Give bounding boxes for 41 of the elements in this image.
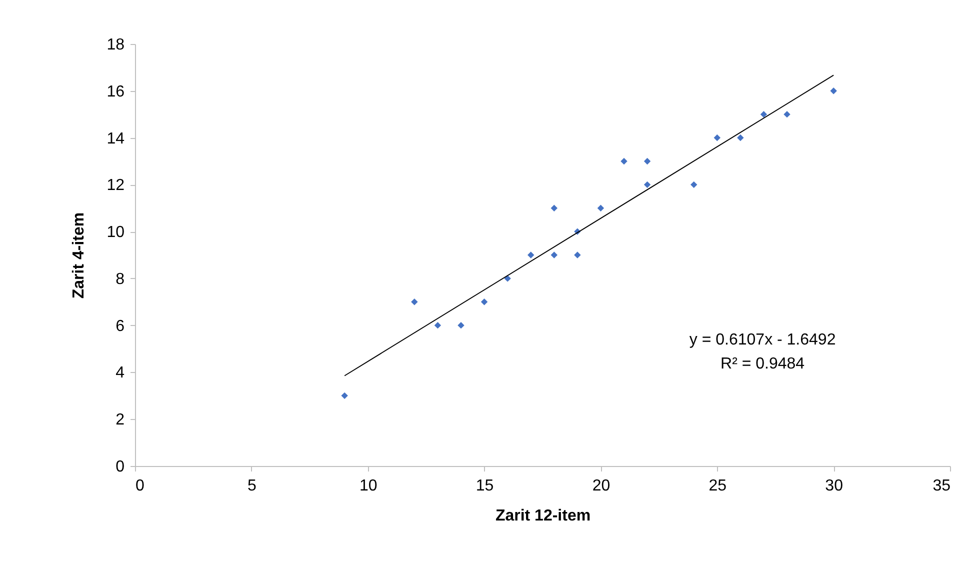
annotation: R² = 0.9484	[720, 355, 805, 372]
y-tick-label: 14	[106, 130, 125, 148]
y-axis-title: Zarit 4-item	[70, 212, 88, 299]
point	[550, 252, 558, 258]
y-tick-label: 18	[106, 36, 125, 54]
y-tick-label: 6	[116, 318, 125, 335]
point	[550, 204, 558, 212]
y-tick-label: 12	[106, 177, 125, 194]
point	[737, 134, 744, 142]
point	[411, 298, 418, 306]
y-tick-label: 16	[106, 83, 125, 100]
point	[480, 298, 488, 306]
y-tick-label: 8	[116, 270, 125, 288]
point	[341, 392, 348, 400]
y-tick-label: 0	[116, 458, 125, 476]
x-tick-label: 0	[136, 478, 144, 494]
point	[644, 181, 651, 188]
point	[830, 88, 837, 94]
point	[620, 158, 628, 165]
x-tick-label: 10	[359, 478, 378, 494]
y-tick-label: 10	[106, 224, 125, 242]
point	[714, 134, 720, 142]
point	[784, 110, 790, 118]
x-axis-title: Zarit 12-item	[495, 508, 591, 524]
y-tick-label: 4	[116, 364, 125, 382]
x-tick-label: 25	[708, 478, 727, 494]
annotation: y = 0.6107x - 1.6492	[689, 331, 836, 348]
y-tick-label: 2	[116, 412, 125, 429]
x-tick-label: 30	[825, 478, 844, 494]
x-tick-label: 35	[932, 478, 951, 494]
point	[458, 322, 464, 329]
point	[434, 322, 442, 329]
x-tick-label: 20	[592, 478, 610, 494]
point	[644, 158, 651, 165]
point	[597, 204, 604, 212]
x-tick-label: 15	[476, 478, 494, 494]
point	[690, 181, 698, 188]
point	[528, 252, 534, 258]
x-tick-label: 5	[247, 478, 256, 494]
point	[574, 252, 581, 258]
point	[760, 110, 768, 118]
